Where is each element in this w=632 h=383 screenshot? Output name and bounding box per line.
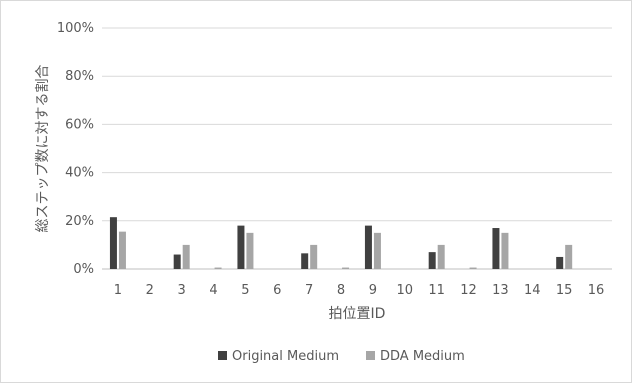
y-axis-tick-labels: 0% 20% 40% 60% 80% 100% — [57, 21, 94, 277]
y-axis-title: 総ステップ数に対する割合 — [34, 65, 51, 233]
x-tick-label: 10 — [397, 283, 414, 298]
x-tick-label: 9 — [369, 283, 377, 298]
bar — [428, 252, 436, 269]
legend-swatch — [218, 351, 227, 360]
x-tick-label: 4 — [209, 283, 217, 298]
legend-label: DDA Medium — [380, 349, 465, 364]
x-axis-tick-labels: 1 2 3 4 5 6 7 8 9 10 11 12 13 14 15 16 — [114, 283, 605, 298]
x-tick-label: 3 — [178, 283, 186, 298]
x-tick-label: 2 — [146, 283, 154, 298]
bar — [342, 267, 350, 269]
bar — [214, 267, 222, 269]
y-tick-label: 0% — [73, 262, 94, 277]
y-tick-label: 60% — [65, 117, 94, 132]
legend: Original Medium DDA Medium — [218, 349, 465, 364]
x-tick-label: 1 — [114, 283, 122, 298]
bar — [118, 231, 126, 269]
x-tick-label: 15 — [556, 283, 573, 298]
gridlines — [102, 27, 612, 222]
x-tick-label: 5 — [241, 283, 249, 298]
bar — [182, 244, 190, 269]
y-tick-label: 20% — [65, 214, 94, 229]
bar — [364, 225, 372, 269]
x-tick-label: 12 — [460, 283, 477, 298]
y-tick-label: 100% — [57, 21, 94, 36]
bar — [492, 228, 500, 269]
x-tick-label: 13 — [492, 283, 509, 298]
bar — [246, 232, 254, 269]
x-tick-label: 8 — [337, 283, 345, 298]
bar — [556, 256, 564, 269]
x-tick-label: 11 — [428, 283, 445, 298]
x-axis-title: 拍位置ID — [329, 306, 386, 322]
bar — [373, 232, 381, 269]
legend-label: Original Medium — [232, 349, 339, 364]
legend-swatch — [366, 351, 375, 360]
bar — [437, 244, 445, 269]
x-tick-label: 7 — [305, 283, 313, 298]
bar — [501, 232, 509, 269]
bar — [565, 244, 573, 269]
y-tick-label: 80% — [65, 69, 94, 84]
bar — [301, 253, 309, 269]
x-tick-label: 16 — [588, 283, 605, 298]
x-tick-label: 6 — [273, 283, 281, 298]
bar — [469, 267, 477, 269]
bar — [109, 217, 117, 269]
bar — [237, 225, 245, 269]
bar — [310, 244, 318, 269]
bars — [109, 217, 573, 269]
bar — [173, 254, 181, 269]
x-tick-label: 14 — [524, 283, 541, 298]
y-tick-label: 40% — [65, 166, 94, 181]
